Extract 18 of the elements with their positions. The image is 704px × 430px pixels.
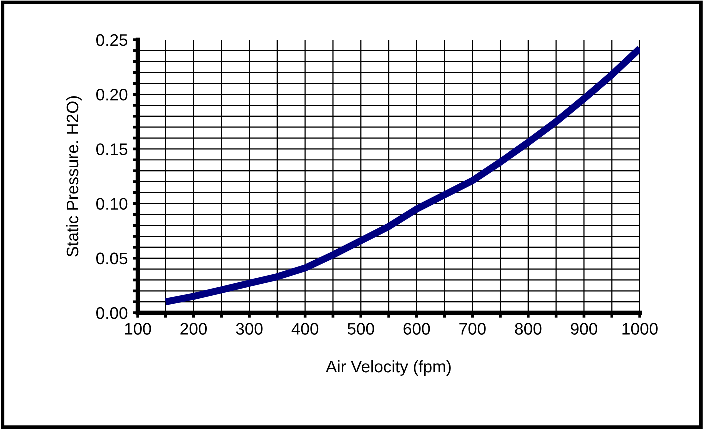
x-tick-label: 900: [571, 323, 598, 335]
y-tick-label: 0.10: [96, 198, 128, 210]
y-tick-label: 0.25: [96, 34, 128, 46]
y-tick-label: 0.20: [96, 89, 128, 101]
x-tick-label: 1000: [622, 323, 658, 335]
x-tick-label: 100: [125, 323, 152, 335]
x-axis-title: Air Velocity (fpm): [326, 360, 451, 376]
y-tick-label: 0.00: [96, 307, 128, 320]
x-tick-label: 400: [292, 323, 319, 335]
x-tick-label: 500: [348, 323, 374, 335]
y-tick-label: 0.05: [96, 252, 128, 265]
y-tick-label: 0.15: [96, 144, 128, 156]
y-axis-title: Static Pressure. H2O): [66, 96, 82, 257]
x-tick-label: 800: [515, 323, 542, 335]
x-tick-label: 700: [460, 323, 486, 335]
x-tick-label: 200: [180, 323, 208, 335]
x-tick-label: 600: [404, 323, 430, 335]
x-tick-label: 300: [236, 323, 263, 335]
